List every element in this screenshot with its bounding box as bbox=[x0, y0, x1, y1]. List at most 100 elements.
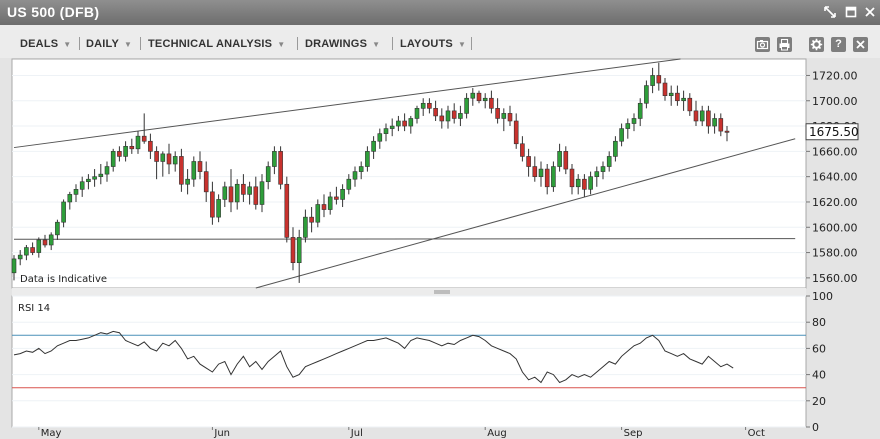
candle[interactable] bbox=[532, 156, 538, 182]
candle[interactable] bbox=[637, 98, 643, 127]
candle[interactable] bbox=[191, 156, 197, 187]
candle[interactable] bbox=[693, 100, 699, 127]
candle[interactable] bbox=[563, 146, 569, 175]
candle[interactable] bbox=[154, 146, 159, 180]
candle[interactable] bbox=[476, 90, 482, 104]
candle[interactable] bbox=[458, 105, 463, 127]
candle[interactable] bbox=[172, 151, 178, 172]
candle[interactable] bbox=[259, 174, 265, 213]
candle[interactable] bbox=[402, 113, 407, 132]
candle[interactable] bbox=[513, 113, 519, 149]
price-plot-area[interactable] bbox=[11, 58, 807, 289]
candle[interactable] bbox=[371, 136, 376, 159]
candle[interactable] bbox=[24, 244, 29, 261]
menu-deals[interactable]: DEALS ▼ bbox=[20, 38, 71, 50]
pane-splitter[interactable] bbox=[12, 288, 806, 296]
print-button[interactable] bbox=[777, 37, 792, 52]
candle[interactable] bbox=[445, 105, 451, 129]
candle[interactable] bbox=[600, 161, 606, 180]
candle[interactable] bbox=[67, 191, 73, 210]
candle[interactable] bbox=[606, 151, 612, 172]
candle[interactable] bbox=[625, 118, 631, 139]
trendline[interactable] bbox=[255, 138, 796, 289]
candle[interactable] bbox=[396, 115, 401, 132]
trendline[interactable] bbox=[13, 238, 796, 240]
candle[interactable] bbox=[135, 131, 141, 154]
candle[interactable] bbox=[588, 171, 593, 195]
trendline[interactable] bbox=[13, 58, 681, 149]
candle[interactable] bbox=[662, 77, 668, 101]
candle[interactable] bbox=[315, 199, 321, 228]
candle[interactable] bbox=[489, 90, 494, 114]
close-window-icon[interactable] bbox=[864, 6, 876, 18]
candle[interactable] bbox=[98, 164, 104, 185]
candle[interactable] bbox=[141, 113, 147, 144]
candle[interactable] bbox=[414, 105, 420, 124]
candle[interactable] bbox=[228, 169, 234, 213]
candle[interactable] bbox=[712, 113, 717, 134]
candle[interactable] bbox=[61, 199, 66, 228]
candle[interactable] bbox=[507, 105, 513, 127]
restore-icon[interactable] bbox=[845, 6, 857, 18]
candle[interactable] bbox=[86, 174, 91, 190]
candle[interactable] bbox=[340, 184, 345, 208]
candle[interactable] bbox=[179, 148, 184, 192]
candle[interactable] bbox=[718, 113, 724, 137]
candle[interactable] bbox=[197, 151, 203, 180]
candle[interactable] bbox=[433, 100, 438, 121]
candle[interactable] bbox=[619, 123, 624, 147]
candle[interactable] bbox=[222, 181, 228, 208]
candle[interactable] bbox=[203, 161, 209, 202]
candle[interactable] bbox=[575, 174, 581, 195]
candle[interactable] bbox=[278, 146, 283, 190]
candle[interactable] bbox=[526, 148, 531, 177]
candle[interactable] bbox=[439, 108, 445, 129]
candle[interactable] bbox=[321, 194, 327, 218]
menu-daily[interactable]: DAILY ▼ bbox=[86, 38, 132, 50]
candle[interactable] bbox=[644, 80, 649, 109]
candle[interactable] bbox=[389, 118, 395, 137]
help-button[interactable]: ? bbox=[831, 37, 846, 52]
candle[interactable] bbox=[706, 105, 711, 134]
candle[interactable] bbox=[253, 176, 259, 210]
candle[interactable] bbox=[495, 98, 500, 124]
candle[interactable] bbox=[73, 184, 79, 202]
candle[interactable] bbox=[470, 88, 476, 106]
candle[interactable] bbox=[613, 136, 618, 162]
candle[interactable] bbox=[681, 90, 686, 111]
candle[interactable] bbox=[284, 176, 290, 243]
candle[interactable] bbox=[123, 141, 128, 162]
candle[interactable] bbox=[272, 146, 277, 175]
candle[interactable] bbox=[234, 179, 240, 210]
candle[interactable] bbox=[346, 174, 352, 195]
candle[interactable] bbox=[656, 62, 662, 91]
candle[interactable] bbox=[30, 242, 35, 256]
candle[interactable] bbox=[464, 93, 469, 119]
candle[interactable] bbox=[520, 136, 525, 162]
candle[interactable] bbox=[327, 191, 333, 215]
candle[interactable] bbox=[110, 148, 116, 172]
candle[interactable] bbox=[129, 138, 135, 154]
candle[interactable] bbox=[408, 115, 414, 134]
menu-technical-analysis[interactable]: TECHNICAL ANALYSIS ▼ bbox=[148, 38, 285, 50]
candle[interactable] bbox=[699, 105, 705, 127]
candle[interactable] bbox=[334, 186, 339, 205]
candle[interactable] bbox=[148, 133, 153, 159]
candle[interactable] bbox=[92, 169, 97, 187]
candle[interactable] bbox=[383, 123, 389, 142]
candle[interactable] bbox=[668, 85, 674, 106]
candle[interactable] bbox=[675, 85, 680, 106]
candle[interactable] bbox=[241, 174, 246, 202]
candle[interactable] bbox=[420, 98, 426, 116]
candle[interactable] bbox=[160, 151, 166, 177]
candle[interactable] bbox=[650, 67, 655, 94]
candle[interactable] bbox=[210, 181, 215, 225]
settings-button[interactable] bbox=[809, 37, 824, 52]
candle[interactable] bbox=[216, 194, 221, 223]
candle[interactable] bbox=[365, 146, 370, 172]
candle[interactable] bbox=[166, 143, 172, 175]
candle[interactable] bbox=[557, 143, 562, 172]
candle[interactable] bbox=[377, 128, 383, 149]
candle[interactable] bbox=[582, 174, 587, 197]
candle[interactable] bbox=[48, 232, 54, 251]
